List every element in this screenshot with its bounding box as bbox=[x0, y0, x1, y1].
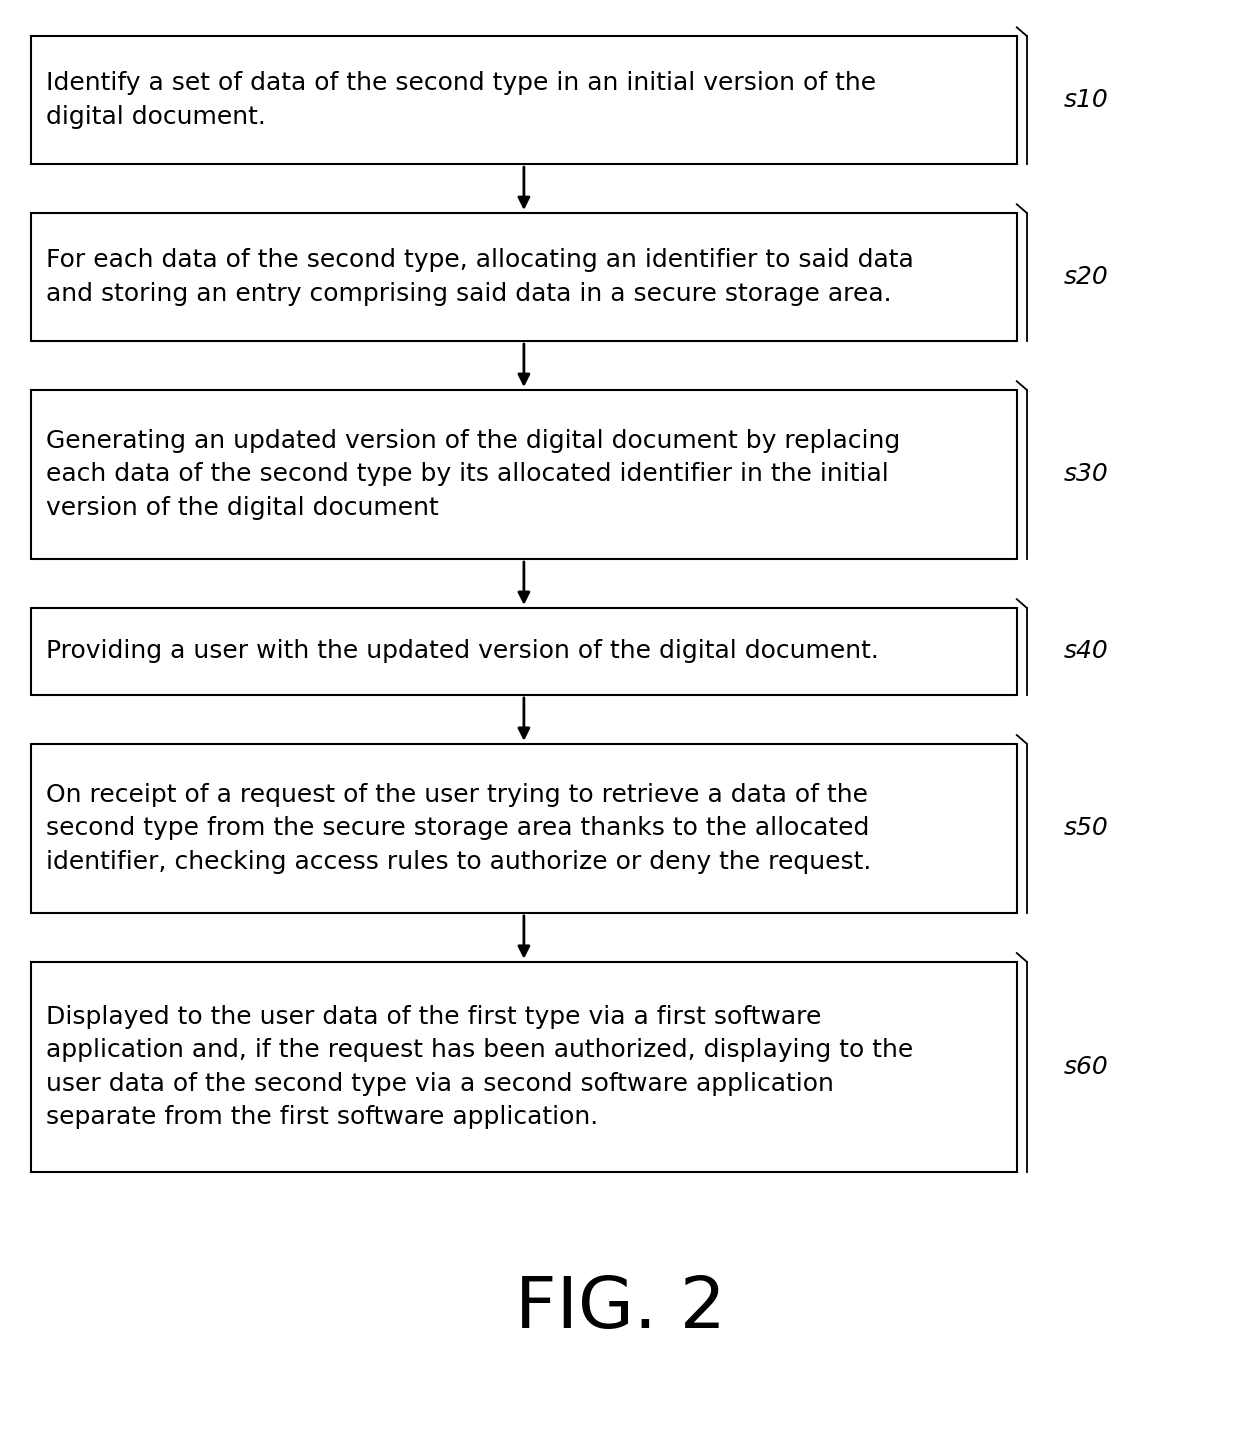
Text: FIG. 2: FIG. 2 bbox=[515, 1274, 725, 1343]
Text: s30: s30 bbox=[1064, 463, 1109, 486]
Text: s50: s50 bbox=[1064, 817, 1109, 840]
Text: For each data of the second type, allocating an identifier to said data
and stor: For each data of the second type, alloca… bbox=[46, 249, 914, 306]
Text: Generating an updated version of the digital document by replacing
each data of : Generating an updated version of the dig… bbox=[46, 429, 900, 521]
Text: s40: s40 bbox=[1064, 640, 1109, 663]
Bar bbox=[31, 390, 1017, 559]
Text: s10: s10 bbox=[1064, 88, 1109, 112]
Text: s20: s20 bbox=[1064, 265, 1109, 289]
Text: Displayed to the user data of the first type via a first software
application an: Displayed to the user data of the first … bbox=[46, 1005, 913, 1129]
Text: On receipt of a request of the user trying to retrieve a data of the
second type: On receipt of a request of the user tryi… bbox=[46, 782, 872, 874]
Bar bbox=[31, 962, 1017, 1172]
Text: Identify a set of data of the second type in an initial version of the
digital d: Identify a set of data of the second typ… bbox=[46, 72, 875, 129]
Bar bbox=[31, 213, 1017, 341]
Bar bbox=[31, 36, 1017, 164]
Text: Providing a user with the updated version of the digital document.: Providing a user with the updated versio… bbox=[46, 640, 879, 663]
Bar bbox=[31, 608, 1017, 695]
Bar bbox=[31, 743, 1017, 913]
Text: s60: s60 bbox=[1064, 1055, 1109, 1078]
